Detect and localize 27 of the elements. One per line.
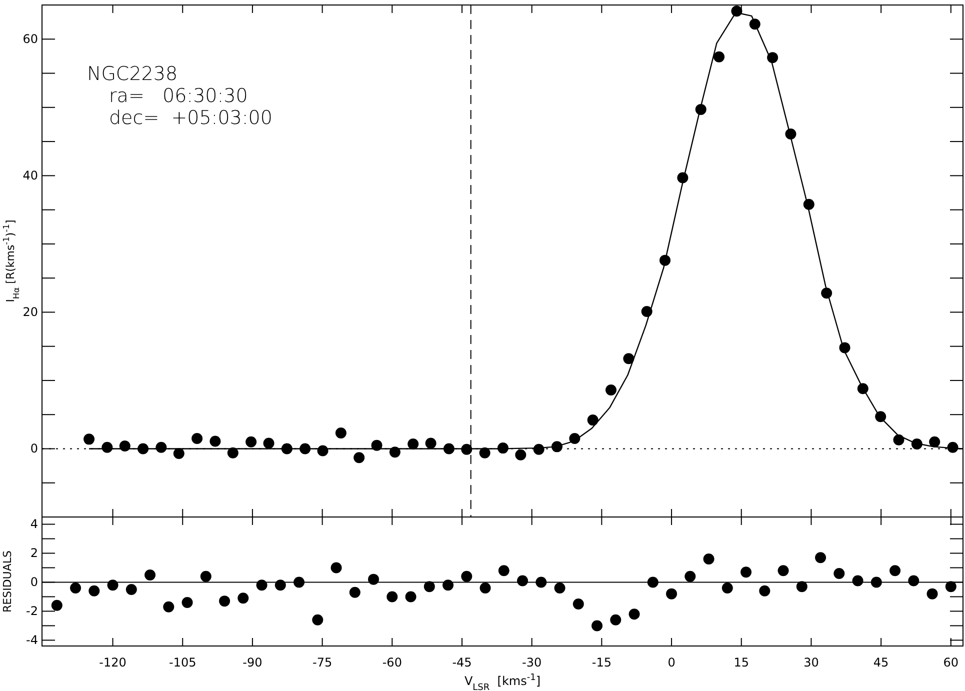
annotation: dec= +05:03:00	[109, 107, 272, 129]
x-tick-label: 45	[873, 656, 889, 670]
x-tick-label: 0	[668, 656, 676, 670]
y-tick-label: 0	[30, 442, 38, 456]
x-tick-label: 30	[804, 656, 819, 670]
x-tick-label: -45	[452, 656, 472, 670]
x-tick-label: -120	[99, 656, 126, 670]
annotation: NGC2238	[87, 63, 178, 85]
x-tick-label: -30	[522, 656, 542, 670]
y-tick-label: 20	[22, 305, 38, 320]
annotation: ra= 06:30:30	[109, 85, 248, 107]
x-tick-label: -105	[169, 656, 196, 670]
y-tick-label: 4	[30, 517, 38, 532]
x-tick-label: 60	[943, 656, 959, 670]
x-tick-label: -75	[312, 656, 332, 670]
y-axis-title: RESIDUALS	[1, 550, 14, 612]
x-axis-title: V$_{LSR}$ [kms$^{-1}$]	[464, 673, 541, 691]
x-tick-label: -15	[592, 656, 612, 670]
y-tick-label: -2	[26, 604, 38, 618]
y-tick-label: 60	[22, 32, 38, 46]
x-tick-label: -60	[382, 656, 402, 670]
x-tick-label: -90	[242, 656, 262, 670]
y-tick-label: -4	[26, 633, 38, 648]
y-tick-label: 40	[22, 168, 38, 183]
y-tick-label: 0	[30, 575, 38, 590]
y-tick-label: 2	[30, 546, 38, 560]
x-tick-label: 15	[734, 656, 750, 670]
